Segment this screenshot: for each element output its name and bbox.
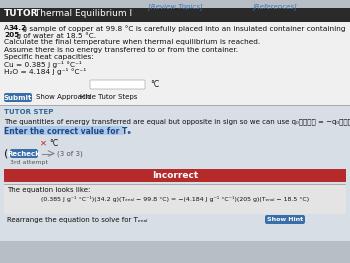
Text: Hide Tutor Steps: Hide Tutor Steps — [80, 94, 137, 100]
Text: °C: °C — [150, 80, 159, 89]
Text: TUTOR STEP: TUTOR STEP — [4, 109, 53, 115]
Text: (3 of 3): (3 of 3) — [57, 150, 83, 157]
Text: Assume there is no energy transferred to or from the container.: Assume there is no energy transferred to… — [4, 47, 238, 53]
Text: ✕: ✕ — [40, 139, 47, 148]
Text: The quantities of energy transferred are equal but opposite in sign so we can us: The quantities of energy transferred are… — [4, 118, 350, 125]
Text: A: A — [4, 25, 11, 31]
Bar — [0, 22, 350, 127]
FancyBboxPatch shape — [265, 215, 305, 224]
Text: Incorrect: Incorrect — [152, 171, 198, 180]
Text: g of water at 18.5 °C.: g of water at 18.5 °C. — [14, 32, 96, 39]
Text: Specific heat capacities:: Specific heat capacities: — [4, 54, 94, 60]
Text: (: ( — [4, 149, 8, 159]
FancyBboxPatch shape — [90, 80, 145, 89]
Text: Enter the correct value for Tₑ: Enter the correct value for Tₑ — [4, 127, 131, 136]
Text: Submit: Submit — [4, 94, 32, 100]
Text: Recheck: Recheck — [8, 150, 41, 156]
Text: °C: °C — [49, 139, 58, 148]
Text: 205: 205 — [4, 32, 19, 38]
Text: (0.385 J g⁻¹ °C⁻¹)(34.2 g)(Tₑₙₐₗ − 99.8 °C) = −(4.184 J g⁻¹ °C⁻¹)(205 g)(Tₑₙₐₗ −: (0.385 J g⁻¹ °C⁻¹)(34.2 g)(Tₑₙₐₗ − 99.8 … — [41, 196, 309, 202]
Text: Rearrange the equation to solve for Tₑₙₐₗ: Rearrange the equation to solve for Tₑₙₐ… — [7, 217, 147, 223]
Text: [References]: [References] — [253, 3, 298, 10]
Text: Thermal Equilibrium I: Thermal Equilibrium I — [32, 9, 132, 18]
Bar — [0, 105, 350, 241]
Bar — [0, 8, 350, 22]
Text: H₂O = 4.184 J g⁻¹ °C⁻¹: H₂O = 4.184 J g⁻¹ °C⁻¹ — [4, 68, 86, 75]
Text: Show Approach: Show Approach — [36, 94, 90, 100]
Text: Show Hint: Show Hint — [267, 217, 303, 222]
FancyBboxPatch shape — [10, 149, 38, 158]
FancyBboxPatch shape — [4, 93, 32, 102]
Text: 3rd attempt: 3rd attempt — [10, 160, 48, 165]
Text: TUTOR: TUTOR — [4, 9, 38, 18]
FancyBboxPatch shape — [4, 126, 124, 135]
Bar — [4, 184, 346, 214]
Text: g sample of copper at 99.8 °C is carefully placed into an insulated container co: g sample of copper at 99.8 °C is careful… — [20, 25, 347, 32]
Bar — [4, 169, 346, 182]
Text: The equation looks like:: The equation looks like: — [7, 187, 90, 193]
Bar — [4, 184, 346, 185]
Text: Cu = 0.385 J g⁻¹ °C⁻¹: Cu = 0.385 J g⁻¹ °C⁻¹ — [4, 61, 82, 68]
Text: [Review Topics]: [Review Topics] — [148, 3, 202, 10]
Text: Calculate the final temperature when thermal equilibrium is reached.: Calculate the final temperature when the… — [4, 39, 260, 45]
Text: 34.2: 34.2 — [8, 25, 27, 31]
